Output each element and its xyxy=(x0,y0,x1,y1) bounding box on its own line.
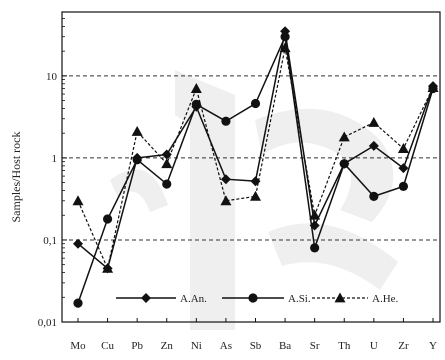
point-a-si-as xyxy=(221,116,231,126)
x-tick-label-zr: Zr xyxy=(398,340,409,352)
legend-label-a-an: A.An. xyxy=(180,293,207,305)
point-a-si-sb xyxy=(250,98,261,109)
point-a-an-ba xyxy=(280,26,291,37)
legend: A.An. A.Si. A.He. xyxy=(116,292,399,305)
point-a-he-zr xyxy=(397,143,409,153)
x-tick-label-y: Y xyxy=(429,340,437,352)
y-tick-label-3: 10 xyxy=(46,71,58,83)
legend-label-a-he: A.He. xyxy=(372,293,399,305)
point-a-si-pb xyxy=(132,155,142,165)
point-a-he-pb xyxy=(131,125,143,136)
x-tick-label-mo: Mo xyxy=(70,340,86,352)
point-a-si-sr xyxy=(310,243,320,253)
plot-frame xyxy=(61,11,441,323)
grid xyxy=(62,75,440,241)
point-a-si-zn xyxy=(162,179,172,189)
series-a-he xyxy=(72,42,439,273)
point-a-an-zr xyxy=(398,163,409,174)
point-a-he-mo xyxy=(72,195,84,206)
x-tick-label-sb: Sb xyxy=(250,340,262,352)
x-tick-label-ba: Ba xyxy=(279,340,291,352)
x-tick-label-sr: Sr xyxy=(310,340,320,352)
x-tick-label-as: As xyxy=(220,340,232,352)
axes: 0,01 0,1 1 10 Mo Cu Pb Zn Ni As Sb Ba Sr Th U Zr Y xyxy=(38,11,437,352)
point-a-he-ni xyxy=(190,83,202,93)
y-axis-title: Samples/Host rock xyxy=(9,132,23,223)
point-a-he-th xyxy=(338,131,350,142)
x-tick-label-u: U xyxy=(370,340,378,352)
point-a-an-zn xyxy=(161,149,172,160)
point-a-he-ba xyxy=(279,42,291,53)
x-tick-label-cu: Cu xyxy=(101,340,114,352)
point-a-he-zn xyxy=(161,158,173,169)
x-tick-label-ni: Ni xyxy=(191,340,202,352)
point-a-si-th xyxy=(339,159,349,169)
legend-label-a-si: A.Si. xyxy=(288,293,311,305)
point-a-si-mo xyxy=(73,298,83,308)
legend-marker-a-an xyxy=(141,293,151,303)
point-a-si-ba xyxy=(280,32,290,42)
point-a-an-sb xyxy=(250,176,261,187)
point-a-si-cu xyxy=(102,214,113,224)
point-a-he-cu xyxy=(102,262,114,273)
point-a-si-u xyxy=(369,191,379,201)
x-tick-label-pb: Pb xyxy=(131,340,143,352)
y-tick-label-2: 1 xyxy=(52,153,58,165)
point-a-an-as xyxy=(220,174,231,185)
x-tick-label-th: Th xyxy=(338,340,351,352)
series-layer xyxy=(72,26,439,308)
point-a-he-sb xyxy=(250,190,261,201)
y-tick-label-0: 0,01 xyxy=(38,317,57,329)
point-a-he-y xyxy=(427,82,439,92)
point-a-an-mo xyxy=(73,238,83,249)
point-a-he-sr xyxy=(309,209,321,220)
point-a-he-as xyxy=(220,195,232,206)
series-a-si xyxy=(73,32,438,308)
y-tick-label-1: 0,1 xyxy=(43,235,57,247)
legend-marker-a-si xyxy=(248,293,258,303)
series-line-a-an xyxy=(77,31,434,270)
legend-marker-a-he xyxy=(334,292,346,303)
x-tick-label-zn: Zn xyxy=(161,340,174,352)
point-a-he-u xyxy=(368,117,380,127)
point-a-an-u xyxy=(368,140,379,151)
point-a-si-ni xyxy=(191,99,201,109)
point-a-si-zr xyxy=(398,181,409,191)
